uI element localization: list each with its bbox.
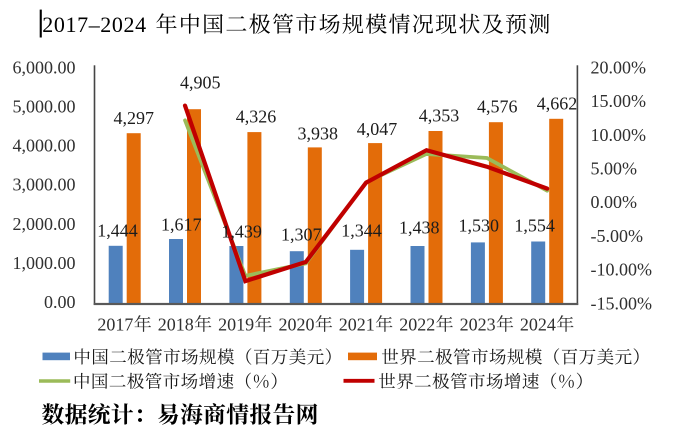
svg-text:2021: 2021 (339, 315, 375, 335)
svg-text:-15.00%: -15.00% (591, 293, 653, 313)
svg-text:15.00%: 15.00% (591, 91, 647, 111)
svg-text:2,000.00: 2,000.00 (13, 214, 76, 234)
svg-text:2023: 2023 (460, 315, 496, 335)
svg-text:1,439: 1,439 (221, 222, 262, 242)
svg-text:4,905: 4,905 (180, 72, 221, 92)
svg-text:20.00%: 20.00% (591, 57, 647, 77)
svg-text:1,307: 1,307 (281, 225, 322, 245)
svg-text:6,000.00: 6,000.00 (13, 57, 76, 77)
svg-text:0.00%: 0.00% (591, 192, 638, 212)
svg-text:2020: 2020 (279, 315, 315, 335)
svg-text:2024: 2024 (520, 315, 556, 335)
svg-text:-10.00%: -10.00% (591, 260, 653, 280)
svg-text:5,000.00: 5,000.00 (13, 97, 76, 117)
svg-text:1,344: 1,344 (341, 220, 382, 240)
svg-text:1,530: 1,530 (459, 216, 500, 236)
svg-text:4,047: 4,047 (357, 119, 398, 139)
svg-text:4,000.00: 4,000.00 (13, 136, 76, 156)
svg-text:2017: 2017 (97, 315, 133, 335)
svg-text:4,662: 4,662 (537, 94, 578, 114)
svg-text:5.00%: 5.00% (591, 159, 638, 179)
svg-text:0.00: 0.00 (44, 292, 76, 312)
svg-text:3,000.00: 3,000.00 (13, 175, 76, 195)
svg-text:1,617: 1,617 (161, 214, 202, 234)
svg-text:1,444: 1,444 (97, 220, 138, 240)
svg-text:3,938: 3,938 (298, 124, 339, 144)
svg-text:10.00%: 10.00% (591, 125, 647, 145)
svg-text:1,000.00: 1,000.00 (13, 253, 76, 273)
svg-text:1,438: 1,438 (399, 217, 440, 237)
svg-text:1,554: 1,554 (514, 216, 555, 236)
svg-text:2022: 2022 (399, 315, 435, 335)
svg-text:4,353: 4,353 (419, 106, 460, 126)
svg-text:2018: 2018 (158, 315, 194, 335)
svg-text:2019: 2019 (218, 315, 254, 335)
svg-text:-5.00%: -5.00% (591, 226, 644, 246)
svg-text:4,576: 4,576 (477, 97, 518, 117)
svg-text:4,326: 4,326 (236, 106, 277, 126)
svg-text:4,297: 4,297 (114, 108, 155, 128)
svg-text:2017–2024: 2017–2024 (42, 12, 146, 37)
